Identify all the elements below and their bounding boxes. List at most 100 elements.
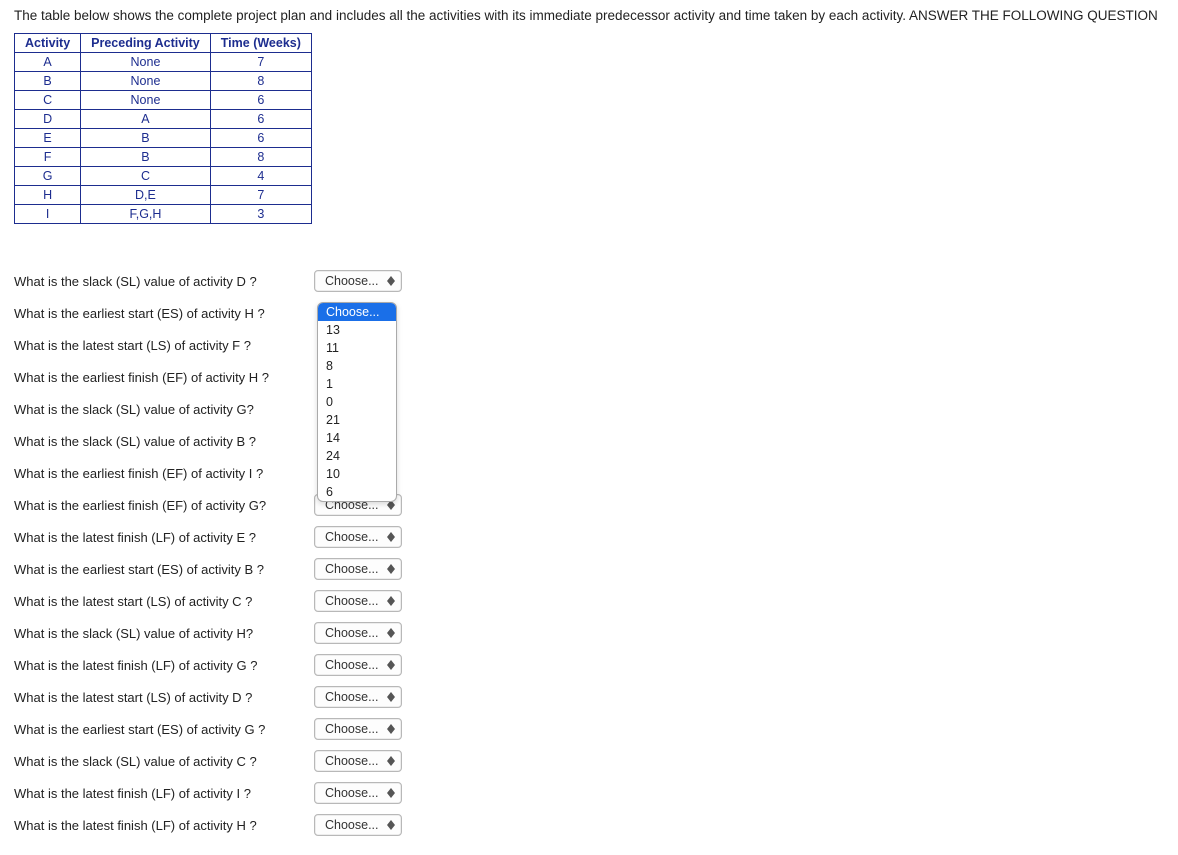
choose-label: Choose... <box>325 722 379 736</box>
question-text: What is the slack (SL) value of activity… <box>14 434 314 449</box>
table-cell: D <box>15 110 81 129</box>
table-cell: None <box>81 72 211 91</box>
choose-dropdown[interactable]: Choose... <box>314 782 402 804</box>
dropdown-option[interactable]: 8 <box>318 357 396 375</box>
dropdown-option[interactable]: 0 <box>318 393 396 411</box>
dropdown-listbox[interactable]: Choose...1311810211424106 <box>317 302 397 502</box>
question-row: What is the earliest finish (EF) of acti… <box>14 366 1164 388</box>
table-cell: F <box>15 148 81 167</box>
question-text: What is the earliest finish (EF) of acti… <box>14 370 314 385</box>
choose-label: Choose... <box>325 658 379 672</box>
question-row: What is the slack (SL) value of activity… <box>14 270 1164 292</box>
question-text: What is the latest finish (LF) of activi… <box>14 786 314 801</box>
question-row: What is the latest finish (LF) of activi… <box>14 654 1164 676</box>
table-cell: B <box>81 148 211 167</box>
updown-icon <box>387 660 395 670</box>
dropdown-option[interactable]: 21 <box>318 411 396 429</box>
question-row: What is the earliest finish (EF) of acti… <box>14 462 1164 484</box>
table-cell: D,E <box>81 186 211 205</box>
choose-dropdown[interactable]: Choose... <box>314 526 402 548</box>
question-text: What is the latest start (LS) of activit… <box>14 594 314 609</box>
dropdown-option[interactable]: 11 <box>318 339 396 357</box>
choose-label: Choose... <box>325 818 379 832</box>
table-cell: 6 <box>210 110 311 129</box>
question-text: What is the earliest start (ES) of activ… <box>14 722 314 737</box>
dropdown-option[interactable]: Choose... <box>318 303 396 321</box>
updown-icon <box>387 820 395 830</box>
updown-icon <box>387 276 395 286</box>
table-row: GC4 <box>15 167 312 186</box>
updown-icon <box>387 756 395 766</box>
updown-icon <box>387 532 395 542</box>
choose-dropdown[interactable]: Choose... <box>314 814 402 836</box>
table-cell: 6 <box>210 91 311 110</box>
question-text: What is the latest start (LS) of activit… <box>14 338 314 353</box>
table-cell: I <box>15 205 81 224</box>
question-row: What is the earliest start (ES) of activ… <box>14 302 1164 324</box>
question-text: What is the slack (SL) value of activity… <box>14 626 314 641</box>
question-row: What is the latest finish (LF) of activi… <box>14 814 1164 836</box>
col-header-activity: Activity <box>15 34 81 53</box>
choose-label: Choose... <box>325 626 379 640</box>
table-cell: None <box>81 91 211 110</box>
table-row: HD,E7 <box>15 186 312 205</box>
question-row: What is the latest finish (LF) of activi… <box>14 526 1164 548</box>
table-row: CNone6 <box>15 91 312 110</box>
table-cell: E <box>15 129 81 148</box>
question-text: What is the slack (SL) value of activity… <box>14 754 314 769</box>
table-cell: B <box>81 129 211 148</box>
question-text: What is the latest finish (LF) of activi… <box>14 530 314 545</box>
choose-label: Choose... <box>325 594 379 608</box>
question-text: What is the latest start (LS) of activit… <box>14 690 314 705</box>
activity-table: Activity Preceding Activity Time (Weeks)… <box>14 33 312 224</box>
table-cell: 8 <box>210 72 311 91</box>
table-cell: C <box>15 91 81 110</box>
table-cell: 3 <box>210 205 311 224</box>
question-row: What is the slack (SL) value of activity… <box>14 398 1164 420</box>
table-cell: G <box>15 167 81 186</box>
choose-dropdown[interactable]: Choose... <box>314 750 402 772</box>
choose-label: Choose... <box>325 562 379 576</box>
table-row: ANone7 <box>15 53 312 72</box>
updown-icon <box>387 628 395 638</box>
table-cell: 7 <box>210 53 311 72</box>
dropdown-option[interactable]: 6 <box>318 483 396 501</box>
question-row: What is the latest start (LS) of activit… <box>14 590 1164 612</box>
choose-dropdown[interactable]: Choose... <box>314 654 402 676</box>
choose-dropdown[interactable]: Choose... <box>314 718 402 740</box>
dropdown-option[interactable]: 13 <box>318 321 396 339</box>
choose-dropdown[interactable]: Choose... <box>314 686 402 708</box>
table-cell: F,G,H <box>81 205 211 224</box>
updown-icon <box>387 788 395 798</box>
choose-label: Choose... <box>325 530 379 544</box>
choose-label: Choose... <box>325 690 379 704</box>
question-text: What is the slack (SL) value of activity… <box>14 274 314 289</box>
intro-text: The table below shows the complete proje… <box>14 8 1164 23</box>
updown-icon <box>387 692 395 702</box>
table-row: EB6 <box>15 129 312 148</box>
choose-label: Choose... <box>325 786 379 800</box>
choose-dropdown[interactable]: Choose... <box>314 622 402 644</box>
choose-dropdown[interactable]: Choose... <box>314 590 402 612</box>
choose-label: Choose... <box>325 274 379 288</box>
dropdown-option[interactable]: 10 <box>318 465 396 483</box>
question-row: What is the slack (SL) value of activity… <box>14 622 1164 644</box>
question-row: What is the earliest start (ES) of activ… <box>14 718 1164 740</box>
question-row: What is the latest finish (LF) of activi… <box>14 782 1164 804</box>
choose-dropdown[interactable]: Choose... <box>314 558 402 580</box>
question-row: What is the earliest finish (EF) of acti… <box>14 494 1164 516</box>
question-row: What is the slack (SL) value of activity… <box>14 750 1164 772</box>
question-row: What is the latest start (LS) of activit… <box>14 686 1164 708</box>
dropdown-option[interactable]: 24 <box>318 447 396 465</box>
choose-dropdown[interactable]: Choose... <box>314 270 402 292</box>
question-row: What is the earliest start (ES) of activ… <box>14 558 1164 580</box>
updown-icon <box>387 724 395 734</box>
updown-icon <box>387 596 395 606</box>
dropdown-option[interactable]: 14 <box>318 429 396 447</box>
question-text: What is the earliest finish (EF) of acti… <box>14 466 314 481</box>
table-cell: 8 <box>210 148 311 167</box>
question-row: What is the slack (SL) value of activity… <box>14 430 1164 452</box>
dropdown-option[interactable]: 1 <box>318 375 396 393</box>
table-row: IF,G,H3 <box>15 205 312 224</box>
table-cell: 4 <box>210 167 311 186</box>
